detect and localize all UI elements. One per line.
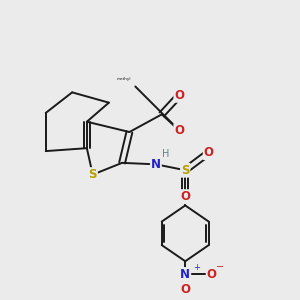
Text: methyl: methyl	[116, 77, 131, 81]
Text: H: H	[163, 149, 170, 159]
Text: O: O	[174, 89, 184, 102]
Text: O: O	[180, 283, 190, 296]
Text: −: −	[216, 262, 225, 272]
Text: O: O	[174, 124, 184, 137]
Text: O: O	[204, 146, 214, 159]
Text: O: O	[180, 190, 190, 203]
Text: O: O	[207, 268, 217, 281]
Text: N: N	[180, 268, 190, 281]
Text: +: +	[193, 262, 200, 272]
Text: S: S	[181, 164, 190, 177]
Text: S: S	[88, 168, 97, 181]
Text: N: N	[151, 158, 161, 171]
